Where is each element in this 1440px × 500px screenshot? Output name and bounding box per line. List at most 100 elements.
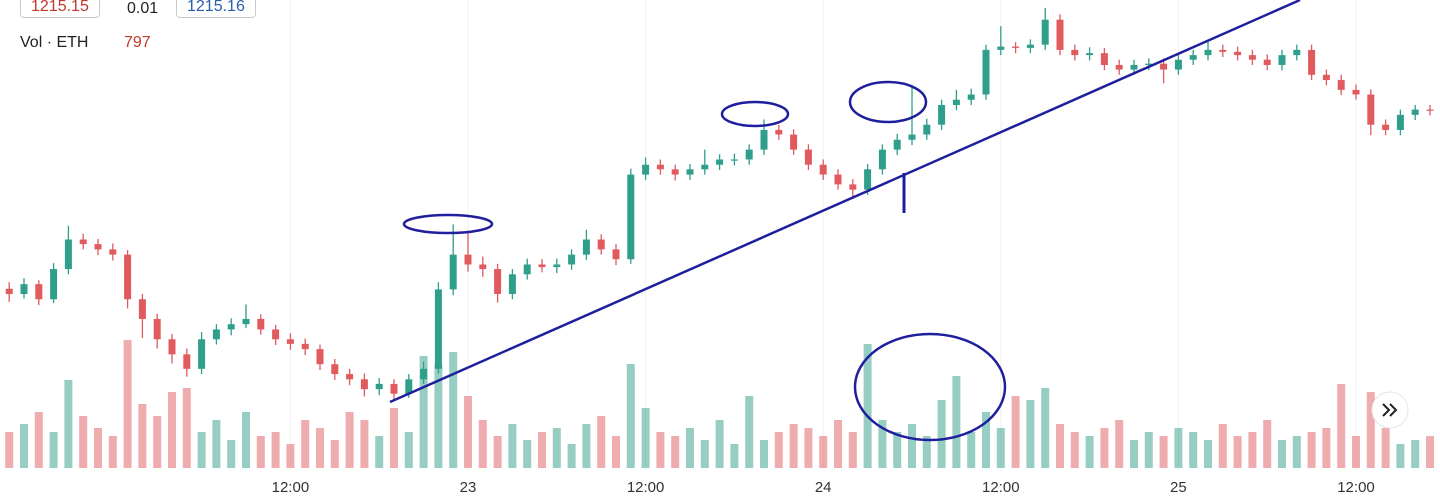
x-tick-label: 12:00	[272, 479, 310, 496]
candle-layer	[5, 7, 1434, 400]
volume-bar	[1233, 436, 1242, 468]
candle-body	[183, 354, 191, 369]
volume-bar	[774, 432, 783, 468]
volume-bar	[1292, 436, 1301, 468]
volume-bar	[286, 444, 295, 468]
candle-body	[982, 49, 990, 95]
candle-body	[568, 254, 576, 265]
candle-body	[523, 264, 531, 275]
volume-bar	[745, 396, 754, 468]
candle-body	[730, 159, 738, 161]
volume-bar	[64, 380, 73, 468]
volume-bar	[20, 424, 28, 468]
candle-body	[1115, 64, 1123, 70]
candle-body	[301, 343, 309, 350]
candle-body	[1234, 51, 1242, 56]
candle-body	[908, 134, 916, 140]
volume-bar	[641, 408, 650, 468]
volume-bar	[271, 432, 280, 468]
candle-body	[893, 139, 901, 150]
candle-body	[760, 129, 768, 150]
scroll-button[interactable]	[1371, 391, 1409, 429]
volume-bar	[612, 436, 620, 468]
candle-body	[701, 164, 709, 170]
volume-bar	[301, 420, 310, 468]
volume-bar	[1100, 428, 1109, 468]
candle-body	[64, 239, 72, 270]
volume-bar	[1218, 424, 1227, 468]
volume-bar	[760, 440, 768, 468]
volume-bar	[893, 432, 902, 468]
volume-bar	[1085, 436, 1094, 468]
candle-body	[346, 374, 354, 380]
volume-bar	[1189, 432, 1198, 468]
candle-body	[864, 169, 872, 190]
candle-body	[938, 105, 946, 125]
candle-body	[997, 46, 1005, 50]
candle-body	[1056, 19, 1064, 50]
candle-body	[1100, 53, 1108, 65]
volume-bar	[1174, 428, 1183, 468]
candle-body	[494, 269, 502, 294]
grid	[289, 0, 1357, 470]
volume-bar	[508, 424, 517, 468]
candle-body	[94, 244, 102, 250]
candle-body	[1041, 19, 1049, 45]
highlight-ellipse	[402, 213, 494, 235]
candle-body	[360, 379, 368, 390]
volume-bar	[1026, 400, 1035, 468]
volume-bar	[419, 356, 428, 468]
volume-bar	[182, 388, 191, 468]
volume-bar	[168, 392, 176, 468]
volume-bar	[1115, 420, 1124, 468]
x-tick-label: 25	[1170, 479, 1187, 496]
candle-body	[227, 324, 235, 330]
volume-bar	[94, 428, 102, 468]
volume-bar	[345, 412, 354, 468]
candle-body	[449, 254, 457, 290]
volume-bar	[789, 424, 798, 468]
volume-bar	[360, 420, 369, 468]
x-tick-label: 24	[815, 479, 832, 496]
candle-body	[464, 254, 472, 265]
candle-body	[642, 164, 650, 175]
candle-body	[1367, 94, 1375, 125]
volume-bar	[227, 440, 236, 468]
volume-bar	[493, 436, 502, 468]
volume-bar	[1041, 388, 1050, 468]
volume-bar	[834, 420, 842, 468]
volume-bar	[878, 420, 887, 468]
candle-body	[804, 149, 812, 165]
volume-bar	[552, 428, 561, 468]
candle-body	[5, 288, 13, 294]
candle-body	[1337, 80, 1345, 90]
volume-bar	[730, 444, 739, 468]
volume-bar	[597, 416, 606, 468]
candle-body	[686, 169, 694, 175]
candle-body	[168, 339, 176, 355]
volume-bar	[123, 340, 132, 468]
volume-bar	[138, 404, 147, 468]
volume-bar	[49, 432, 58, 468]
candle-body	[434, 289, 442, 369]
volume-bar	[1381, 428, 1390, 468]
candle-body	[124, 254, 132, 300]
volume-bar	[819, 436, 828, 468]
x-tick-label: 23	[460, 479, 477, 496]
candle-body	[1293, 49, 1301, 56]
volume-bar	[715, 420, 724, 468]
sell-price[interactable]: 1215.15	[20, 0, 100, 18]
volume-bar	[449, 352, 458, 468]
volume-bar	[478, 420, 487, 468]
candle-body	[671, 169, 679, 175]
candle-body	[212, 329, 220, 340]
trend-line	[389, 0, 1301, 404]
scroll-icon[interactable]	[1382, 403, 1398, 417]
candle-body	[1382, 124, 1390, 130]
volume-bar	[375, 436, 384, 468]
candle-body	[967, 94, 975, 100]
candle-body	[834, 174, 842, 185]
buy-price[interactable]: 1215.16	[176, 0, 256, 18]
x-tick-label: 12:00	[982, 479, 1020, 496]
candle-body	[612, 249, 620, 260]
